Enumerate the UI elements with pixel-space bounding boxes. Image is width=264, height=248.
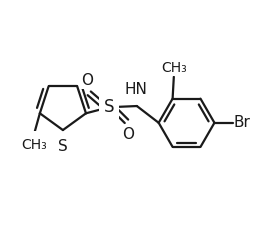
Text: S: S bbox=[104, 98, 114, 116]
Text: O: O bbox=[122, 127, 134, 142]
Text: CH₃: CH₃ bbox=[161, 61, 187, 75]
Text: CH₃: CH₃ bbox=[21, 138, 47, 152]
Text: Br: Br bbox=[234, 115, 251, 130]
Text: HN: HN bbox=[124, 82, 147, 97]
Text: S: S bbox=[58, 139, 68, 154]
Text: O: O bbox=[81, 73, 93, 88]
